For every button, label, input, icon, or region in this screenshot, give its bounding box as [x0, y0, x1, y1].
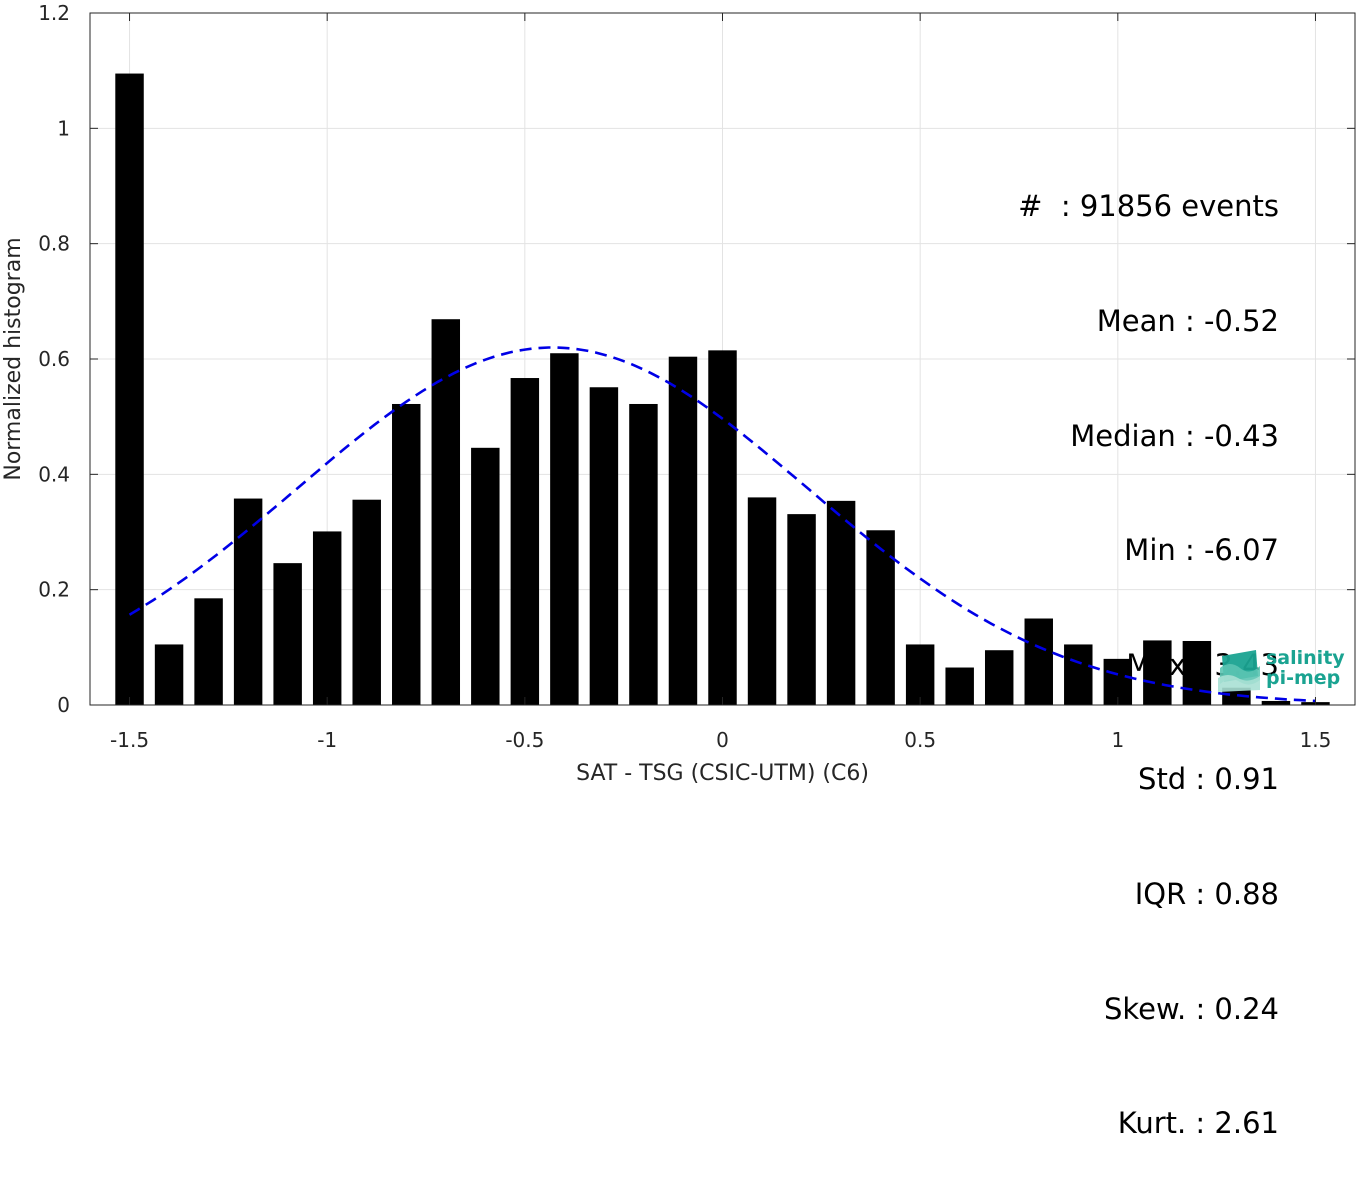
- y-tick-label: 0.6: [38, 347, 70, 371]
- histogram-bar: [194, 598, 223, 705]
- histogram-bar: [866, 530, 895, 705]
- histogram-bar: [352, 499, 381, 705]
- stat-skew: Skew. : 0.24: [1103, 991, 1279, 1026]
- stat-std: Std : 0.91: [1138, 762, 1279, 797]
- x-tick-label: 0: [716, 728, 729, 752]
- stat-mean: Mean : -0.52: [1096, 304, 1279, 338]
- y-tick-label: 1: [57, 116, 70, 140]
- histogram-bars: [115, 73, 1330, 706]
- x-axis-label: SAT - TSG (CSIC-UTM) (C6): [576, 761, 869, 785]
- logo-line-2: pi-mep: [1266, 667, 1341, 689]
- y-tick-label: 0: [57, 693, 70, 717]
- y-axis-label: Normalized histogram: [1, 237, 26, 480]
- x-tick-label: -1.5: [110, 728, 149, 752]
- x-tick-label: -1: [317, 728, 337, 752]
- histogram-bar: [471, 447, 500, 705]
- x-tick-label: 0.5: [904, 728, 936, 752]
- x-tick-label: 1.5: [1300, 728, 1332, 752]
- gaussian-fit-line: [128, 346, 1316, 703]
- x-tick-label: -0.5: [505, 728, 544, 752]
- salinity-pi-mep-logo: salinity pi-mep: [1216, 646, 1346, 696]
- histogram-bar: [589, 387, 619, 705]
- wave-layers-icon: [1218, 650, 1260, 692]
- histogram-chart: -1.5 -1 -0.5 0 0.5 1 1.5 0 0.2 0.4 0.6 0.8 1 1.2 SAT …: [1, 1, 1356, 785]
- histogram-bar: [629, 403, 658, 705]
- y-tick-label: 0.4: [38, 462, 70, 486]
- histogram-bar: [787, 514, 816, 705]
- histogram-bar: [1143, 640, 1172, 705]
- y-tick-label: 0.2: [38, 578, 70, 602]
- histogram-bar: [708, 350, 737, 705]
- stat-kurt: Kurt. : 2.61: [1117, 1106, 1279, 1141]
- stat-iqr: IQR : 0.88: [1134, 876, 1279, 911]
- histogram-bar: [1222, 687, 1251, 705]
- stat-min: Min : -6.07: [1124, 533, 1279, 568]
- stat-median: Median : -0.43: [1070, 418, 1279, 453]
- histogram-bar: [1261, 700, 1291, 705]
- axis-ticks: -1.5 -1 -0.5 0 0.5 1 1.5 0 0.2 0.4 0.6 0.8 1 1.2: [38, 1, 1355, 752]
- histogram-bar: [1064, 644, 1093, 705]
- y-tick-label: 0.8: [38, 232, 70, 256]
- histogram-bar: [115, 73, 144, 706]
- histogram-bar: [273, 563, 302, 705]
- histogram-bar: [984, 650, 1014, 705]
- histogram-bar: [1024, 618, 1053, 705]
- histogram-bar: [392, 403, 421, 705]
- y-tick-label: 1.2: [38, 1, 70, 25]
- x-tick-label: 1: [1111, 728, 1124, 752]
- histogram-bar: [550, 353, 579, 705]
- histogram-bar: [747, 497, 777, 705]
- histogram-bar: [826, 500, 856, 705]
- histogram-bar: [1182, 640, 1212, 705]
- histogram-bar: [945, 667, 974, 705]
- histogram-bar: [154, 644, 184, 705]
- stat-events: # : 91856 events: [1018, 189, 1279, 224]
- histogram-bar: [905, 644, 935, 705]
- histogram-bar: [510, 378, 540, 705]
- logo-line-1: salinity: [1266, 647, 1345, 669]
- histogram-bar: [312, 531, 342, 705]
- histogram-bar: [233, 498, 263, 705]
- histogram-bar: [431, 319, 461, 705]
- histogram-bar: [668, 356, 698, 705]
